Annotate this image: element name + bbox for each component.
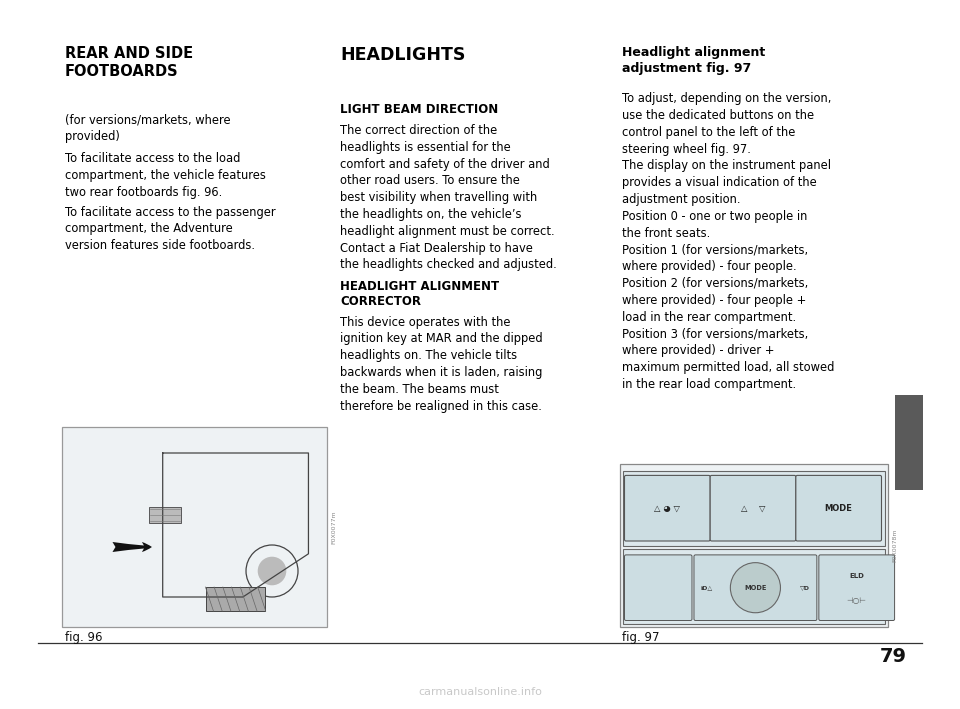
FancyBboxPatch shape <box>796 476 881 541</box>
FancyBboxPatch shape <box>819 555 895 620</box>
Text: HEADLIGHT ALIGNMENT
CORRECTOR: HEADLIGHT ALIGNMENT CORRECTOR <box>340 280 499 308</box>
Text: (for versions/markets, where
provided): (for versions/markets, where provided) <box>65 113 230 143</box>
FancyBboxPatch shape <box>625 476 710 541</box>
Text: Headlight alignment
adjustment fig. 97: Headlight alignment adjustment fig. 97 <box>622 46 765 74</box>
Bar <box>623 471 885 545</box>
Bar <box>623 549 885 624</box>
Text: To facilitate access to the passenger
compartment, the Adventure
version feature: To facilitate access to the passenger co… <box>65 206 276 252</box>
Text: MODE: MODE <box>744 585 767 591</box>
Bar <box>150 507 181 523</box>
Text: HEADLIGHTS: HEADLIGHTS <box>340 46 466 64</box>
Text: iD△: iD△ <box>701 585 712 590</box>
Circle shape <box>731 563 780 613</box>
Text: ELD: ELD <box>850 574 864 579</box>
Text: This device operates with the
ignition key at MAR and the dipped
headlights on. : This device operates with the ignition k… <box>340 316 542 413</box>
Text: To facilitate access to the load
compartment, the vehicle features
two rear foot: To facilitate access to the load compart… <box>65 152 266 199</box>
Text: fig. 96: fig. 96 <box>65 631 103 644</box>
Text: The correct direction of the
headlights is essential for the
comfort and safety : The correct direction of the headlights … <box>340 124 557 272</box>
Text: △    ▽: △ ▽ <box>741 503 765 513</box>
Text: REAR AND SIDE
FOOTBOARDS: REAR AND SIDE FOOTBOARDS <box>65 46 193 79</box>
Text: F0X0077m: F0X0077m <box>331 510 336 544</box>
Text: ⊣○⊢: ⊣○⊢ <box>847 596 867 605</box>
Bar <box>895 395 923 490</box>
Text: F0X0078m: F0X0078m <box>892 529 897 562</box>
Bar <box>62 427 327 627</box>
Text: 79: 79 <box>879 647 906 666</box>
Text: LIGHT BEAM DIRECTION: LIGHT BEAM DIRECTION <box>340 103 498 116</box>
Text: △ ◕ ▽: △ ◕ ▽ <box>655 503 681 513</box>
FancyBboxPatch shape <box>710 476 796 541</box>
Text: MODE: MODE <box>825 503 852 513</box>
Circle shape <box>257 557 286 586</box>
Text: carmanualsonline.info: carmanualsonline.info <box>418 687 542 697</box>
FancyBboxPatch shape <box>694 555 817 620</box>
Text: To adjust, depending on the version,
use the dedicated buttons on the
control pa: To adjust, depending on the version, use… <box>622 92 834 391</box>
Text: fig. 97: fig. 97 <box>622 631 660 644</box>
FancyBboxPatch shape <box>625 555 692 620</box>
Bar <box>206 587 265 611</box>
Bar <box>620 464 888 627</box>
Text: ▽D: ▽D <box>801 585 810 590</box>
